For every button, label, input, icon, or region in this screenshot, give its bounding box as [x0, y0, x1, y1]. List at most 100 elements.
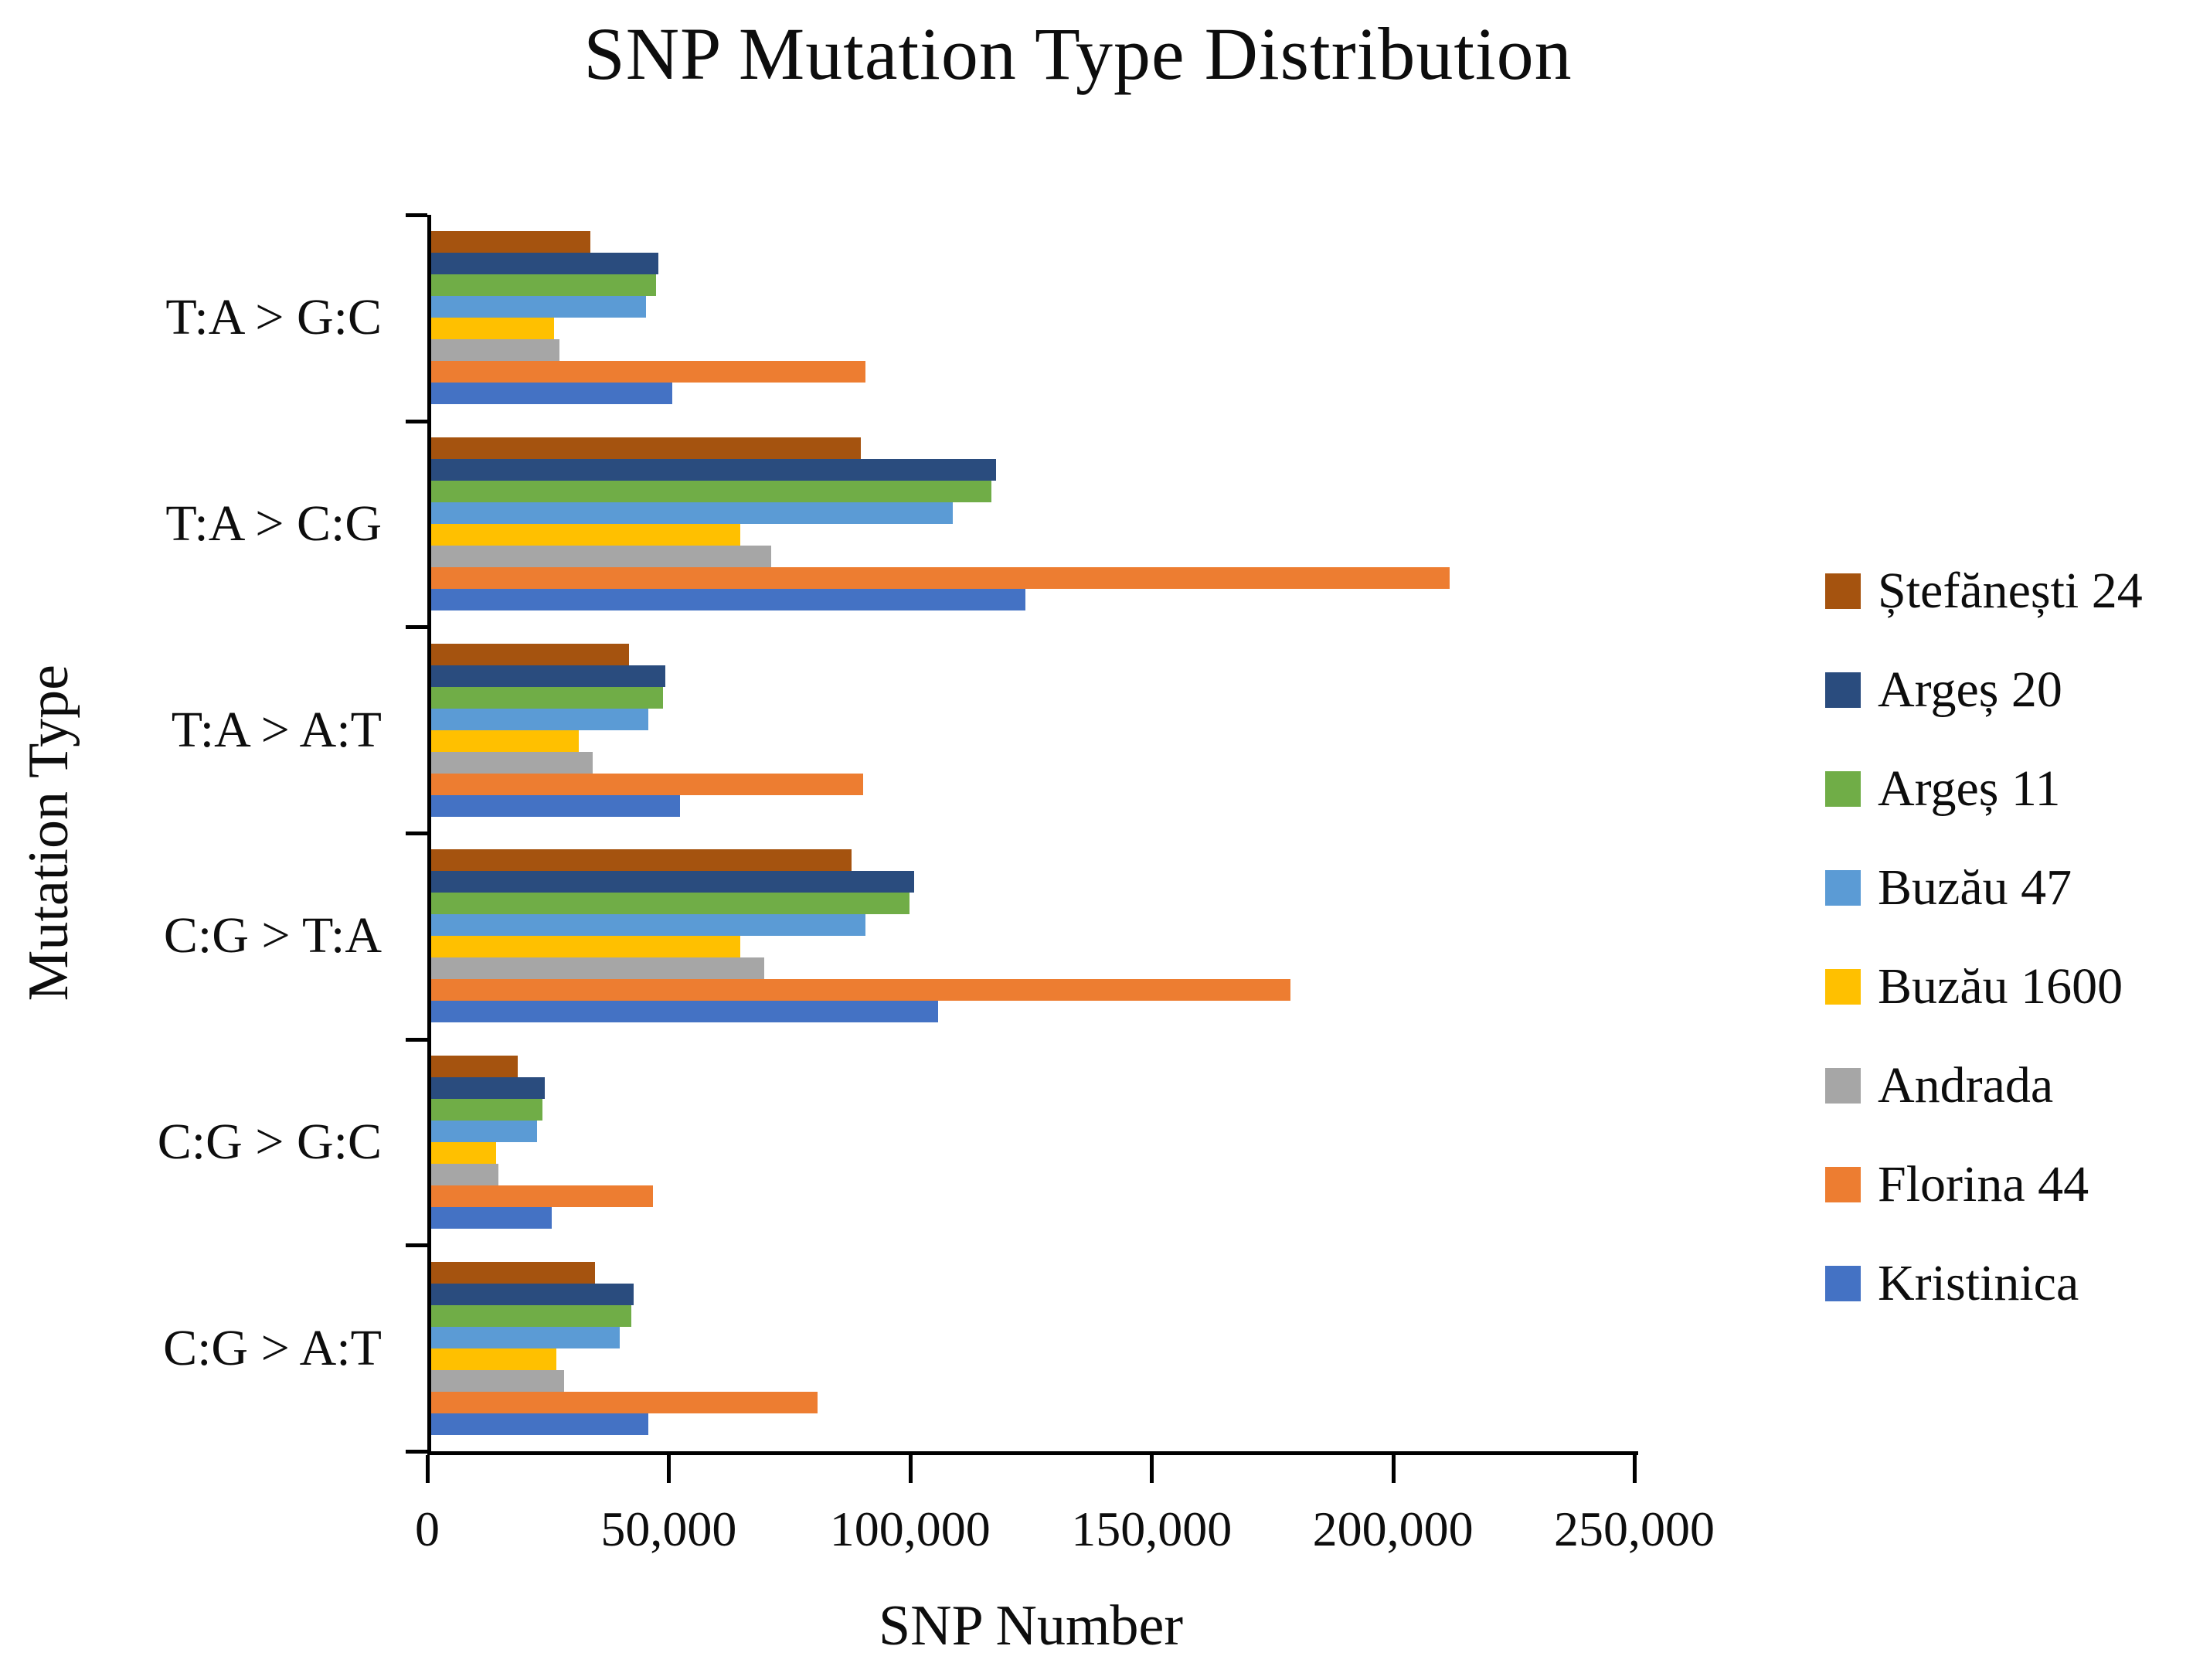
bar	[431, 893, 910, 915]
x-axis-tick	[908, 1455, 913, 1483]
category-label: T:A > G:C	[165, 289, 382, 346]
x-tick-label: 200,000	[1312, 1501, 1474, 1556]
bar	[431, 1206, 552, 1229]
legend-label: Andrada	[1878, 1057, 2054, 1114]
bar	[431, 914, 866, 937]
y-axis-tick	[406, 831, 427, 835]
x-axis-tick	[426, 1455, 430, 1483]
x-tick-label: 100,000	[829, 1501, 991, 1556]
bar	[431, 480, 991, 502]
bar	[431, 1348, 557, 1370]
bar	[431, 1391, 818, 1413]
bar	[431, 1185, 654, 1207]
bar	[431, 729, 579, 752]
x-axis-tick	[1633, 1455, 1637, 1483]
bar	[431, 1413, 649, 1435]
bar	[431, 231, 591, 253]
legend-swatch-icon	[1825, 1266, 1861, 1301]
bar	[431, 1055, 518, 1077]
legend-label: Kristinica	[1878, 1255, 2079, 1311]
x-tick-label: 250,000	[1554, 1501, 1715, 1556]
bar	[431, 871, 914, 893]
bar	[431, 1283, 634, 1305]
bar	[431, 502, 953, 524]
bar	[431, 686, 663, 709]
category-label: C:G > A:T	[163, 1319, 382, 1376]
category-label: T:A > A:T	[171, 701, 382, 758]
category-label: C:G > G:C	[157, 1113, 382, 1170]
legend-swatch-icon	[1825, 573, 1861, 609]
bar-group	[431, 627, 1638, 833]
bar	[431, 957, 765, 980]
bar	[431, 383, 673, 405]
bar	[431, 296, 647, 318]
bar	[431, 437, 862, 459]
bar	[431, 523, 740, 546]
bar	[431, 751, 593, 774]
legend-swatch-icon	[1825, 1167, 1861, 1202]
bar	[431, 1326, 620, 1348]
plot-area	[427, 215, 1638, 1455]
bar	[431, 1304, 632, 1327]
bar-group	[431, 215, 1638, 421]
legend-label: Argeș 20	[1878, 661, 2062, 718]
bar	[431, 588, 1025, 610]
x-tick-label: 0	[415, 1501, 440, 1556]
bar-group	[431, 1039, 1638, 1246]
legend-swatch-icon	[1825, 672, 1861, 708]
legend-entry: Ștefănești 24	[1825, 563, 2143, 619]
bar	[431, 936, 740, 958]
bar	[431, 979, 1291, 1002]
x-tick-label: 150,000	[1071, 1501, 1232, 1556]
x-axis-tick	[1150, 1455, 1154, 1483]
bar	[431, 1141, 497, 1164]
legend-label: Buzău 1600	[1878, 958, 2123, 1015]
x-axis-title: SNP Number	[879, 1594, 1183, 1658]
bar	[431, 849, 852, 872]
legend-label: Florina 44	[1878, 1156, 2089, 1212]
bar	[431, 253, 658, 275]
x-axis-tick	[667, 1455, 672, 1483]
y-axis-tick	[406, 625, 427, 630]
bar	[431, 274, 656, 297]
bar	[431, 361, 866, 383]
legend-label: Ștefănești 24	[1878, 563, 2143, 619]
legend-entry: Andrada	[1825, 1057, 2053, 1114]
x-tick-label: 50,000	[600, 1501, 737, 1556]
legend-swatch-icon	[1825, 1068, 1861, 1104]
bar	[431, 1120, 538, 1142]
legend-label: Buzău 47	[1878, 859, 2072, 916]
legend-entry: Florina 44	[1825, 1156, 2089, 1212]
legend-entry: Argeș 11	[1825, 760, 2060, 817]
bar	[431, 708, 649, 730]
bar-group	[431, 1245, 1638, 1451]
bar	[431, 643, 630, 665]
y-axis-tick	[406, 419, 427, 423]
bar	[431, 458, 997, 481]
bar	[431, 318, 555, 340]
bar	[431, 1369, 564, 1392]
bar	[431, 339, 559, 362]
y-axis-tick	[406, 1243, 427, 1248]
legend-entry: Argeș 20	[1825, 661, 2062, 718]
bar	[431, 1076, 545, 1099]
bar	[431, 665, 666, 687]
bar	[431, 1261, 596, 1284]
category-label: T:A > C:G	[165, 495, 382, 552]
legend-swatch-icon	[1825, 771, 1861, 807]
y-axis-tick	[406, 213, 427, 217]
legend-swatch-icon	[1825, 969, 1861, 1005]
legend-swatch-icon	[1825, 870, 1861, 906]
legend-label: Argeș 11	[1878, 760, 2061, 817]
bar-group	[431, 421, 1638, 627]
chart-title: SNP Mutation Type Distribution	[583, 12, 1572, 95]
bar	[431, 773, 864, 795]
bar	[431, 794, 680, 817]
legend-entry: Buzău 1600	[1825, 958, 2123, 1015]
bar	[431, 566, 1450, 589]
x-axis-tick	[1391, 1455, 1396, 1483]
bar	[431, 545, 772, 567]
bar	[431, 1001, 939, 1023]
y-axis-tick	[406, 1450, 427, 1454]
